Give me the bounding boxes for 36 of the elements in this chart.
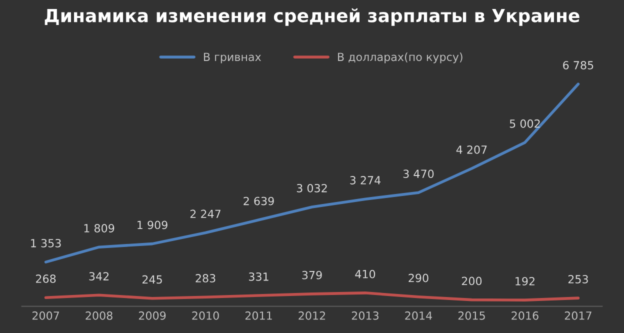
data-label: 3 032 (296, 184, 327, 192)
x-tick-label: 2010 (192, 311, 219, 320)
x-tick-label: 2013 (352, 311, 378, 320)
data-label: 200 (462, 276, 482, 286)
data-label: 1 909 (138, 220, 168, 230)
data-label: 342 (89, 272, 109, 280)
data-label: 6 785 (563, 61, 594, 70)
data-label: 290 (408, 274, 428, 282)
data-label: 192 (516, 277, 534, 286)
data-label: 268 (36, 274, 56, 283)
data-label: 1 809 (84, 224, 114, 232)
data-label: 1 353 (31, 238, 61, 248)
data-label: 3 470 (403, 170, 434, 178)
data-label: 331 (249, 272, 268, 281)
x-tick-label: 2015 (458, 311, 485, 320)
data-label: 410 (355, 270, 376, 278)
data-label: 2 247 (190, 210, 220, 218)
chart-title: Динамика изменения средней зарплаты в Украине (44, 8, 580, 26)
x-tick-label: 2012 (298, 311, 326, 320)
x-tick-label: 2017 (564, 311, 592, 320)
data-label: 4 207 (456, 145, 487, 154)
x-tick-label: 2016 (512, 311, 538, 320)
data-label: 283 (196, 274, 216, 282)
x-tick-label: 2009 (138, 311, 166, 320)
data-label: 253 (568, 275, 588, 284)
legend-label: В долларах(по курсу) (338, 52, 462, 64)
legend-label: В гривнах (204, 52, 262, 64)
data-label: 2 639 (244, 196, 274, 206)
data-label: 379 (302, 270, 322, 280)
x-tick-label: 2008 (86, 311, 112, 320)
data-label: 245 (142, 275, 162, 284)
x-tick-label: 2007 (32, 311, 59, 320)
data-label: 5 002 (510, 119, 540, 128)
data-label: 3 274 (350, 176, 381, 184)
x-tick-label: 2014 (405, 311, 432, 320)
x-tick-label: 2011 (245, 311, 272, 320)
